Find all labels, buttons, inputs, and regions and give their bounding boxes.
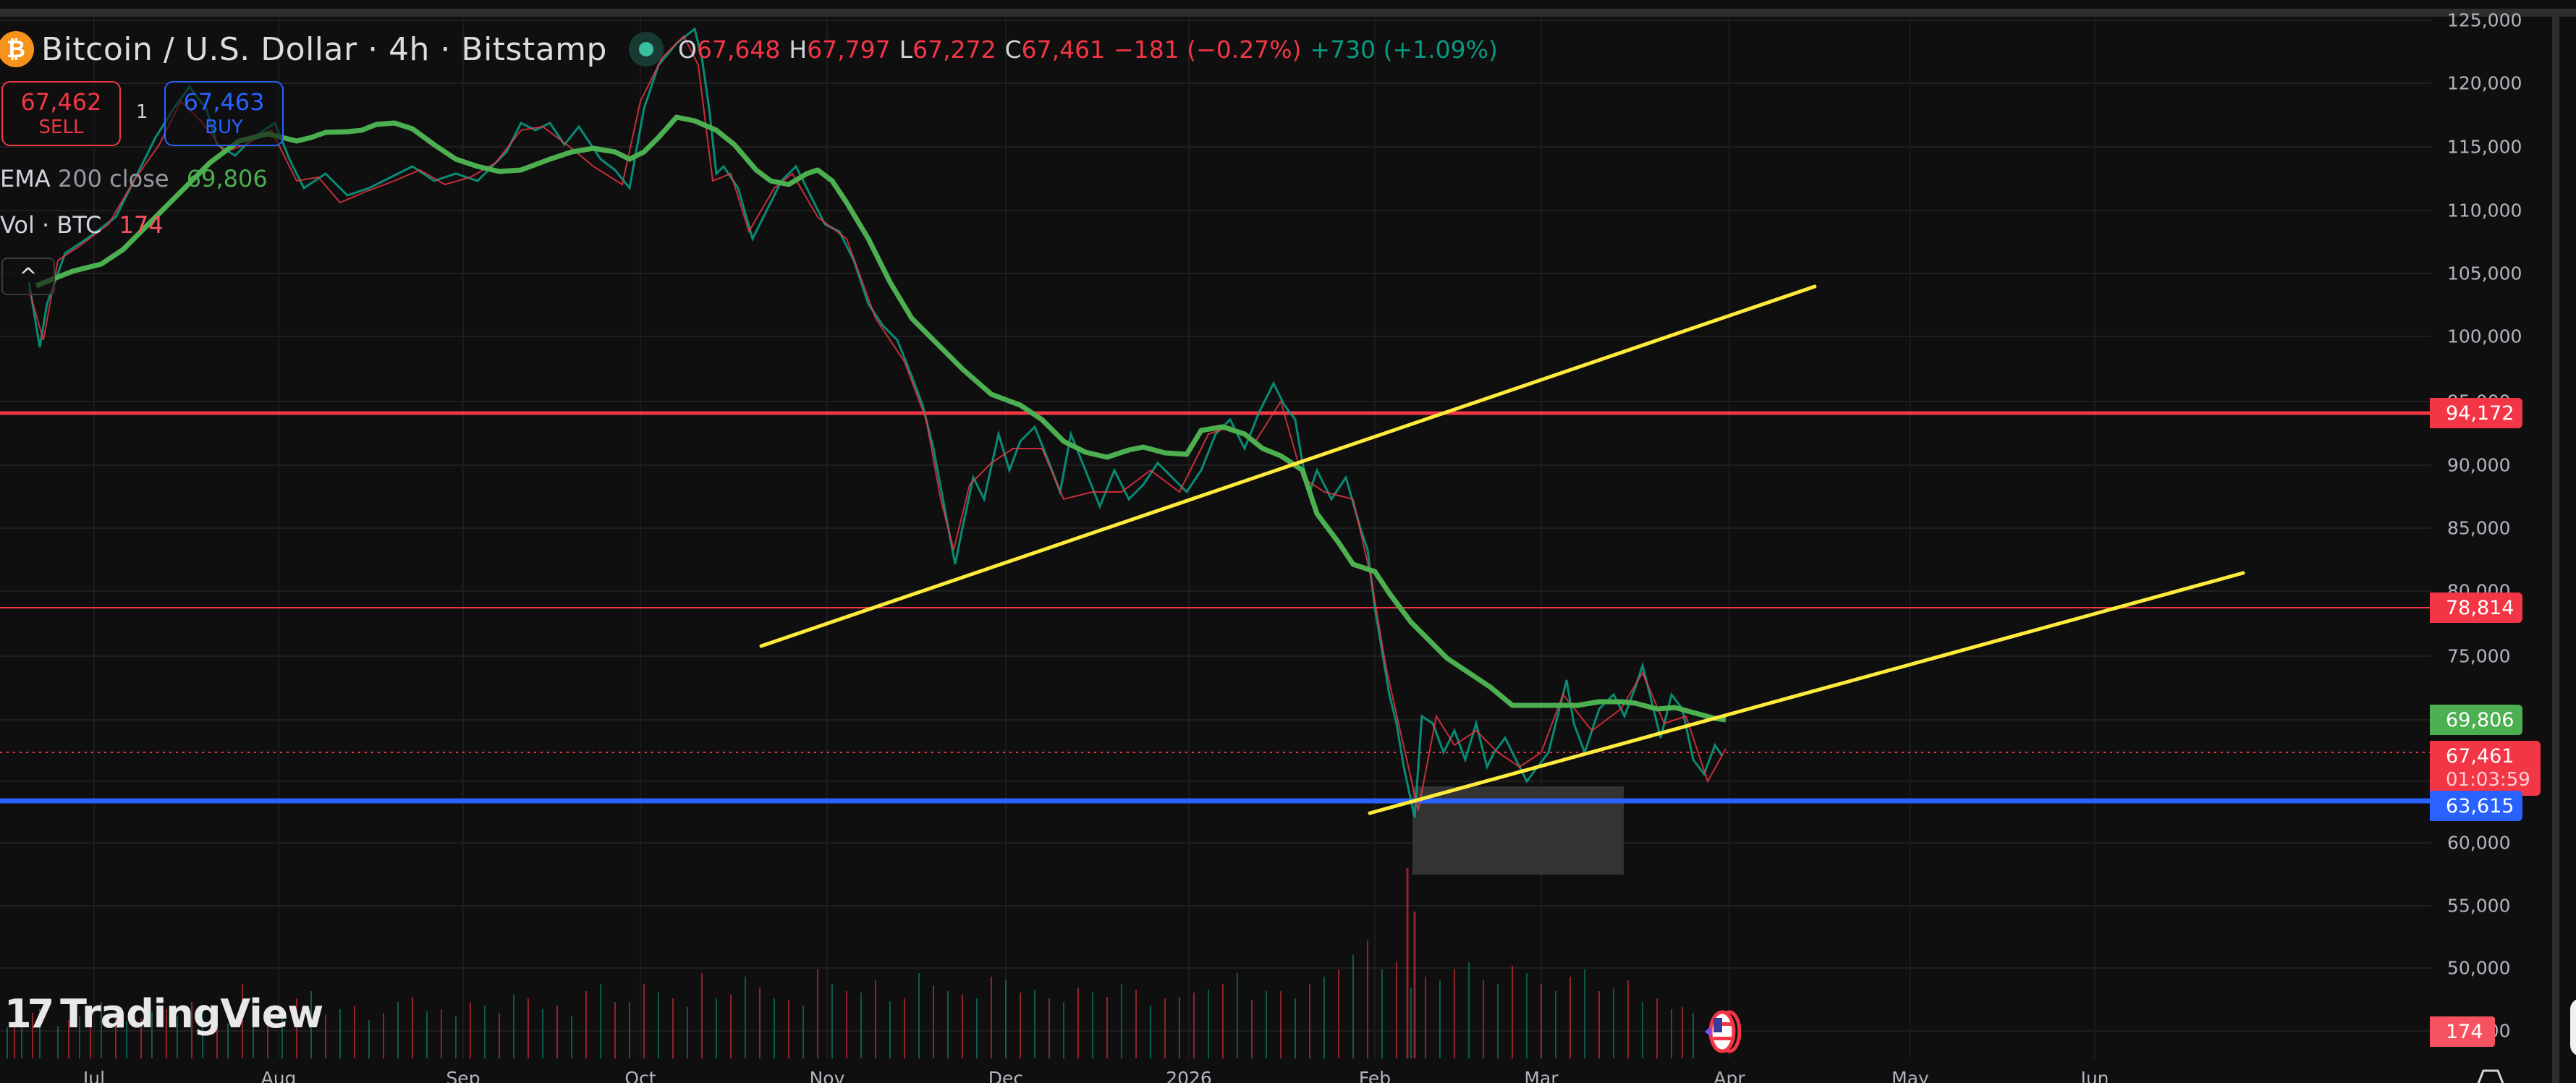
tradingview-mark-icon: 17 [4, 991, 54, 1037]
market-open-dot-icon [638, 42, 653, 56]
price-tick: 105,000 [2447, 263, 2522, 284]
time-label: Oct [624, 1068, 656, 1083]
time-label: Mar [1524, 1068, 1559, 1083]
ema-value: 69,806 [186, 165, 268, 192]
price-tick: 75,000 [2447, 645, 2511, 667]
price-tick: 50,000 [2447, 957, 2511, 979]
volume-price-tag: 174 [2430, 1016, 2495, 1047]
price-chart-canvas[interactable] [0, 17, 2431, 1058]
close-label: C [1004, 35, 1022, 64]
grid-vertical [93, 17, 2096, 1058]
support-price-tag[interactable]: 63,615 [2430, 791, 2523, 821]
sell-label: SELL [38, 116, 84, 138]
lower-trendline [1368, 571, 2245, 815]
ohlc-values: O67,648 H67,797 L67,272 C67,461 −181 (−0… [678, 35, 1498, 64]
price-tick: 115,000 [2447, 136, 2522, 158]
time-label: Jun [2080, 1068, 2109, 1083]
axis-settings-icon[interactable] [2476, 1069, 2505, 1083]
price-tick: 55,000 [2447, 895, 2511, 917]
symbol-header[interactable]: ₿ Bitcoin / U.S. Dollar · 4h · Bitstamp … [0, 29, 1498, 69]
time-label: Aug [260, 1068, 297, 1083]
sell-button[interactable]: 67,462 SELL [1, 81, 121, 146]
time-label: Jul [82, 1068, 106, 1083]
price-tick: 85,000 [2447, 517, 2511, 539]
low-label: L [899, 35, 913, 64]
price-tick: 100,000 [2447, 326, 2522, 347]
volume-name: Vol · BTC [0, 211, 102, 239]
resistance-price: 94,172 [2446, 402, 2514, 425]
window-top-bar [0, 0, 2576, 9]
collapse-legend-button[interactable]: ^ [1, 258, 55, 295]
volume-legend[interactable]: Vol · BTC 174 [0, 211, 164, 239]
price-tick: 90,000 [2447, 454, 2511, 476]
market-status-indicator[interactable] [628, 32, 664, 67]
resistance-2-price-tag[interactable]: 78,814 [2430, 593, 2523, 623]
volume-bars [7, 868, 1694, 1058]
ema-args: 200 close [57, 165, 169, 192]
volume-value: 174 [119, 211, 164, 239]
tradingview-logo-text: TradingView [60, 991, 323, 1037]
last-price: 67,461 [2446, 745, 2514, 768]
high-label: H [789, 35, 808, 64]
upper-trendline [759, 284, 1817, 648]
time-label: Sep [446, 1068, 480, 1083]
price-tick: 60,000 [2447, 832, 2511, 854]
volume-tag-value: 174 [2446, 1020, 2483, 1043]
ema-legend[interactable]: EMA 200 close 69,806 [0, 165, 268, 192]
ema-200-line [35, 114, 1726, 723]
time-label: Feb [1358, 1068, 1391, 1083]
chevron-up-icon: ^ [19, 263, 38, 289]
low-value: 67,272 [912, 35, 996, 64]
ema-price-tag[interactable]: 69,806 [2430, 705, 2523, 735]
order-quantity[interactable]: 1 [136, 101, 148, 123]
support-price: 63,615 [2446, 794, 2514, 817]
time-label: Apr [1713, 1068, 1745, 1083]
bar-change: −181 (−0.27%) [1114, 35, 1302, 64]
ema-price: 69,806 [2446, 708, 2514, 731]
chart-pane[interactable] [0, 17, 2431, 1058]
high-value: 67,797 [807, 35, 891, 64]
time-label: Nov [809, 1068, 845, 1083]
grid-horizontal [0, 20, 2431, 1032]
price-axis[interactable] [2431, 17, 2547, 1083]
time-label: 2026 [1166, 1068, 1212, 1083]
tradingview-logo[interactable]: 17 TradingView [4, 991, 323, 1037]
side-panel-handle[interactable] [2570, 998, 2576, 1056]
close-value: 67,461 [1021, 35, 1106, 64]
resistance-price-tag[interactable]: 94,172 [2430, 398, 2523, 428]
open-label: O [677, 35, 697, 64]
toolbar-strip [0, 9, 2576, 17]
symbol-title[interactable]: Bitcoin / U.S. Dollar · 4h · Bitstamp [41, 30, 607, 68]
buy-label: BUY [205, 116, 243, 138]
buy-button[interactable]: 67,463 BUY [164, 81, 284, 146]
bitcoin-icon: ₿ [0, 31, 34, 67]
price-tick: 110,000 [2447, 200, 2522, 221]
time-label: Dec [988, 1068, 1024, 1083]
panel-divider[interactable] [2552, 17, 2559, 1083]
us-economic-event-icon[interactable] [1705, 1009, 1741, 1054]
sell-price: 67,462 [20, 88, 102, 116]
buy-price: 67,463 [183, 88, 265, 116]
open-value: 67,648 [696, 35, 781, 64]
ema-name: EMA [0, 165, 51, 192]
resistance-2-price: 78,814 [2446, 596, 2514, 619]
last-price-tag[interactable]: 67,461 01:03:59 [2430, 741, 2541, 796]
price-tick: 120,000 [2447, 72, 2522, 94]
time-label: May [1891, 1068, 1929, 1083]
day-change: +730 (+1.09%) [1310, 35, 1498, 64]
bar-countdown: 01:03:59 [2446, 769, 2530, 791]
price-path [27, 27, 1724, 818]
price-tick: 125,000 [2447, 9, 2522, 31]
